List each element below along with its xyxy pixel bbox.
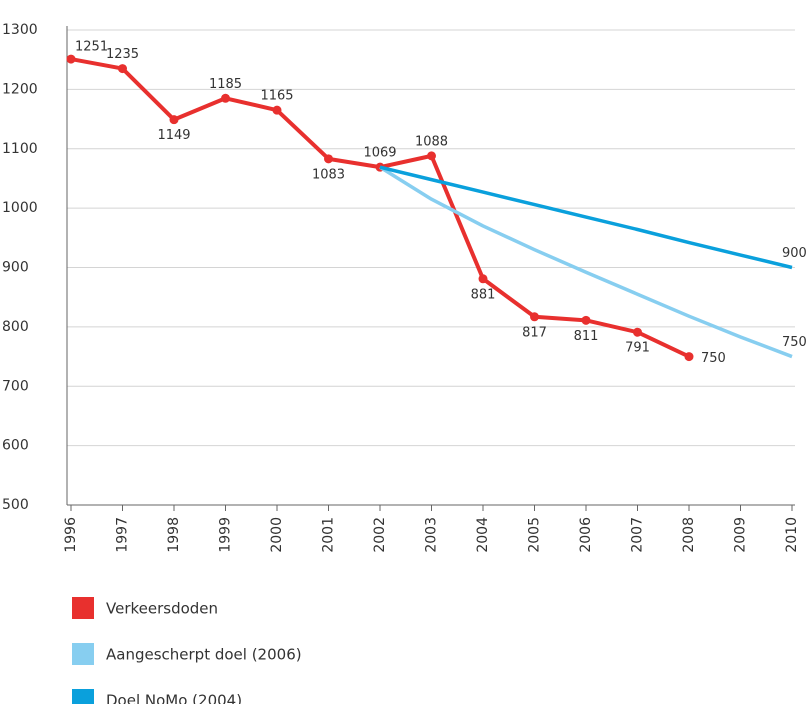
data-point xyxy=(633,327,642,337)
legend-swatch xyxy=(72,689,94,704)
legend-label: Verkeersdoden xyxy=(106,600,218,618)
y-tick-label: 1300 xyxy=(2,22,38,38)
x-tick-label: 2009 xyxy=(733,517,749,553)
data-point xyxy=(684,352,694,362)
data-point xyxy=(581,315,591,325)
data-point xyxy=(118,64,127,74)
data-point xyxy=(530,312,539,322)
data-label: 1083 xyxy=(312,167,345,182)
data-label: 791 xyxy=(625,341,650,356)
y-tick-label: 1100 xyxy=(2,141,38,157)
x-tick-label: 2010 xyxy=(784,517,800,553)
y-tick-label: 1000 xyxy=(2,200,38,216)
data-point xyxy=(169,115,179,125)
data-label: 1149 xyxy=(157,128,190,143)
data-point xyxy=(221,93,230,103)
x-tick-label: 2007 xyxy=(630,517,646,553)
x-tick-label: 1996 xyxy=(63,517,79,553)
data-label: 811 xyxy=(574,329,599,344)
x-tick-label: 1998 xyxy=(166,517,182,553)
data-label: 1165 xyxy=(260,89,293,104)
x-tick-label: 2002 xyxy=(372,517,388,553)
legend-swatch xyxy=(72,643,94,665)
x-tick-label: 2003 xyxy=(424,517,440,553)
legend-label: Doel NoMo (2004) xyxy=(106,692,242,704)
data-label: 1251 xyxy=(75,40,108,55)
y-tick-label: 800 xyxy=(2,319,29,335)
data-label: 900 xyxy=(782,246,806,261)
data-label: 1088 xyxy=(415,134,448,149)
data-label: 881 xyxy=(471,287,496,302)
data-point xyxy=(427,151,436,161)
data-point xyxy=(324,154,333,164)
x-tick-label: 2006 xyxy=(578,517,594,553)
x-tick-label: 1997 xyxy=(115,517,131,553)
x-tick-label: 2005 xyxy=(527,517,543,553)
y-tick-label: 900 xyxy=(2,260,29,276)
series-line xyxy=(379,165,793,359)
data-label: 817 xyxy=(522,325,547,340)
y-tick-label: 500 xyxy=(2,497,29,513)
y-tick-label: 700 xyxy=(2,378,29,394)
data-label: 750 xyxy=(701,351,726,366)
y-tick-label: 600 xyxy=(2,438,29,454)
data-point xyxy=(272,105,282,115)
data-label: 1069 xyxy=(363,146,396,161)
data-label: 1235 xyxy=(106,47,139,62)
y-tick-label: 1200 xyxy=(2,81,38,97)
data-point xyxy=(478,274,488,284)
legend-label: Aangescherpt doel (2006) xyxy=(106,646,302,664)
data-point xyxy=(66,54,76,64)
series-line xyxy=(379,165,793,270)
x-tick-label: 2001 xyxy=(321,517,337,553)
x-tick-label: 2004 xyxy=(475,517,491,553)
x-tick-label: 2000 xyxy=(269,517,285,553)
data-label: 1185 xyxy=(209,77,242,92)
x-tick-label: 2008 xyxy=(681,517,697,553)
data-label: 750 xyxy=(782,335,806,350)
legend-swatch xyxy=(72,597,94,619)
x-tick-label: 1999 xyxy=(218,517,234,553)
